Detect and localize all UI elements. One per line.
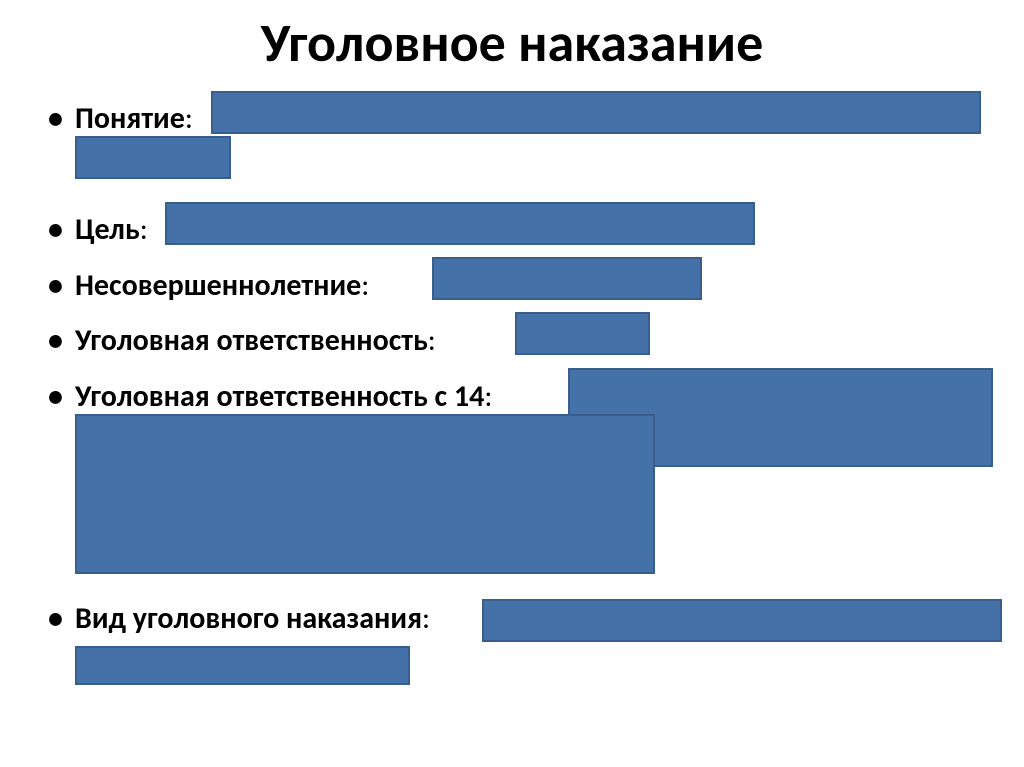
redaction-box-type-b — [75, 646, 410, 685]
redaction-box-responsibility-14-b — [75, 414, 655, 574]
item-label: Вид уголовного наказания — [75, 600, 422, 637]
list-item-criminal-responsibility: Уголовная ответственность: — [40, 313, 984, 369]
item-label: Понятие — [75, 100, 185, 137]
redaction-box-responsibility — [515, 312, 650, 355]
item-label: Уголовная ответственность с 14 — [75, 378, 484, 415]
colon: : — [484, 378, 492, 415]
redaction-box-goal — [165, 202, 755, 245]
item-label: Цель — [75, 211, 140, 248]
colon: : — [422, 600, 430, 637]
item-label: Уголовная ответственность — [75, 322, 428, 359]
colon: : — [361, 267, 369, 304]
redaction-box-type-a — [482, 599, 1002, 642]
item-label: Несовершеннолетние — [75, 267, 361, 304]
colon: : — [140, 211, 148, 248]
slide-title: Уголовное наказание — [40, 10, 984, 76]
redaction-box-concept-a — [211, 91, 981, 134]
content-area: Понятие: Цель: Несовершеннолетние: Уголо… — [40, 91, 984, 702]
redaction-box-concept-b — [75, 136, 231, 179]
colon: : — [428, 322, 436, 359]
redaction-box-minors — [432, 257, 702, 300]
colon: : — [185, 100, 193, 137]
